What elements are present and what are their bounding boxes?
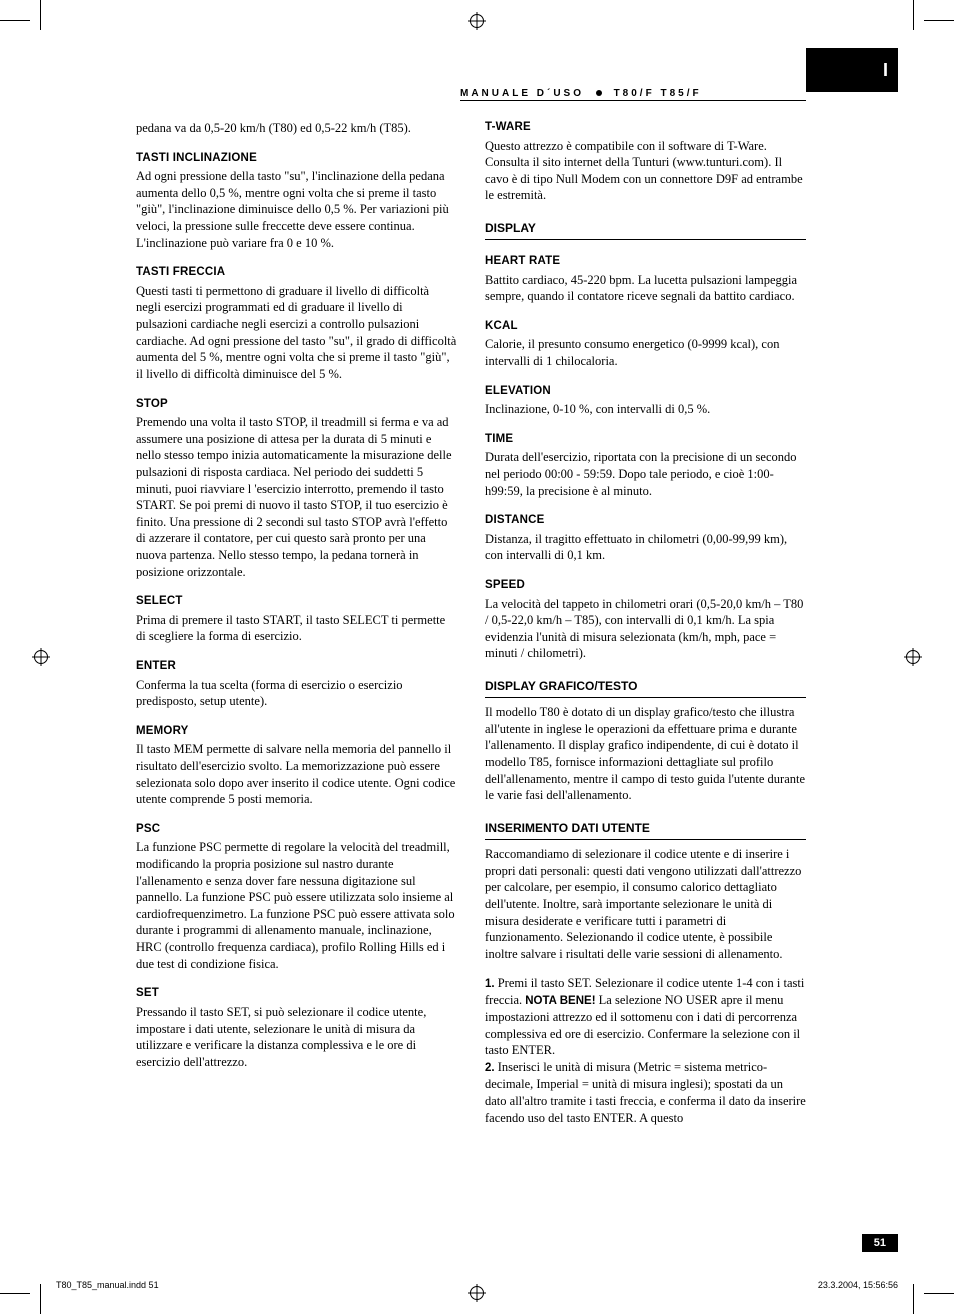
step-number: 2. <box>485 1062 495 1074</box>
intro-text: pedana va da 0,5-20 km/h (T80) ed 0,5-22… <box>136 120 457 137</box>
step-text: Inserisci le unità di misura (Metric = s… <box>485 1060 806 1125</box>
registration-mark-icon <box>906 650 920 664</box>
section-heading: TIME <box>485 432 806 448</box>
section-heading: HEART RATE <box>485 254 806 270</box>
section-heading: KCAL <box>485 319 806 335</box>
bullet-icon <box>596 90 602 96</box>
registration-mark-icon <box>470 14 484 28</box>
section-body: Durata dell'esercizio, riportata con la … <box>485 449 806 499</box>
language-tab: I <box>806 48 898 92</box>
section-heading: ELEVATION <box>485 384 806 400</box>
section-heading: ENTER <box>136 659 457 675</box>
section-body: Prima di premere il tasto START, il tast… <box>136 612 457 645</box>
section-body: Ad ogni pressione della tasto "su", l'in… <box>136 168 457 251</box>
section-heading: TASTI FRECCIA <box>136 265 457 281</box>
crop-mark <box>0 20 30 21</box>
section-body: Raccomandiamo di selezionare il codice u… <box>485 846 806 962</box>
crop-mark <box>913 1284 914 1314</box>
crop-mark <box>40 0 41 30</box>
footer-timestamp: 23.3.2004, 15:56:56 <box>818 1280 898 1290</box>
crop-mark <box>0 1293 30 1294</box>
page-header: MANUALE D´USO T80/F T85/F <box>460 88 702 99</box>
header-manual-title: MANUALE D´USO <box>460 88 584 99</box>
section-heading: PSC <box>136 822 457 838</box>
left-column: pedana va da 0,5-20 km/h (T80) ed 0,5-22… <box>136 120 457 1214</box>
section-body: Battito cardiaco, 45-220 bpm. La lucetta… <box>485 272 806 305</box>
major-heading: INSERIMENTO DATI UTENTE <box>485 820 806 840</box>
section-heading: STOP <box>136 397 457 413</box>
registration-mark-icon <box>34 650 48 664</box>
page-content: pedana va da 0,5-20 km/h (T80) ed 0,5-22… <box>136 120 806 1214</box>
section-heading: DISTANCE <box>485 513 806 529</box>
major-heading: DISPLAY <box>485 220 806 240</box>
page-number: 51 <box>862 1234 898 1252</box>
section-body: La velocità del tappeto in chilometri or… <box>485 596 806 663</box>
major-heading: DISPLAY GRAFICO/TESTO <box>485 678 806 698</box>
section-body: Pressando il tasto SET, si può seleziona… <box>136 1004 457 1071</box>
right-column: T-WARE Questo attrezzo è compatibile con… <box>485 120 806 1214</box>
header-rule <box>460 100 806 101</box>
section-heading: SPEED <box>485 578 806 594</box>
section-heading: T-WARE <box>485 120 806 136</box>
section-body: Il modello T80 è dotato di un display gr… <box>485 704 806 804</box>
section-body: Il tasto MEM permette di salvare nella m… <box>136 741 457 808</box>
section-body: Conferma la tua scelta (forma di eserciz… <box>136 677 457 710</box>
section-body: Questi tasti ti permettono di graduare i… <box>136 283 457 383</box>
note-label: NOTA BENE! <box>525 995 595 1007</box>
header-model: T80/F T85/F <box>614 88 702 99</box>
section-body: Distanza, il tragitto effettuato in chil… <box>485 531 806 564</box>
crop-mark <box>924 1293 954 1294</box>
section-body: Premendo una volta il tasto STOP, il tre… <box>136 414 457 580</box>
steps-block: 1. Premi il tasto SET. Selezionare il co… <box>485 975 806 1127</box>
crop-mark <box>40 1284 41 1314</box>
section-body: Calorie, il presunto consumo energetico … <box>485 336 806 369</box>
crop-mark <box>924 20 954 21</box>
section-body: Questo attrezzo è compatibile con il sof… <box>485 138 806 205</box>
section-heading: SELECT <box>136 594 457 610</box>
section-body: La funzione PSC permette di regolare la … <box>136 839 457 972</box>
section-heading: MEMORY <box>136 724 457 740</box>
section-body: Inclinazione, 0-10 %, con intervalli di … <box>485 401 806 418</box>
footer-filename: T80_T85_manual.indd 51 <box>56 1280 159 1290</box>
step-number: 1. <box>485 978 495 990</box>
section-heading: SET <box>136 986 457 1002</box>
crop-mark <box>913 0 914 30</box>
registration-mark-icon <box>470 1286 484 1300</box>
section-heading: TASTI INCLINAZIONE <box>136 151 457 167</box>
